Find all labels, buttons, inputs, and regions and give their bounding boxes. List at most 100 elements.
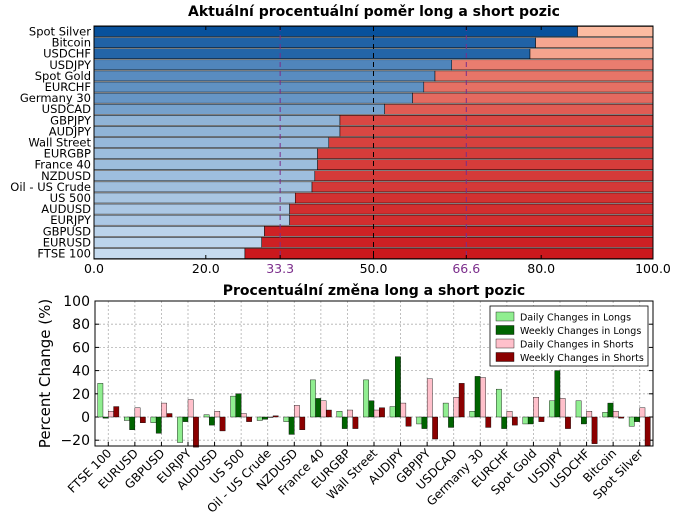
category-label: USDCAD [42,102,91,116]
change-bar [379,407,385,418]
y-tick-label: 0 [81,410,90,426]
change-bar [187,399,194,418]
short-bar [289,203,654,215]
chart2-title: Procentuální změna long a short pozic [223,283,525,299]
change-bar [177,416,183,443]
x-tick-label: 20.0 [192,261,220,276]
category-label: Spot Gold [35,69,91,83]
y-tick-label: −20 [60,433,90,449]
category-label: US 500 [50,191,91,205]
long-bar [93,248,246,259]
category-label: USDJPY [49,58,92,72]
change-bar [522,416,529,425]
change-bar [240,413,247,418]
change-bar [389,406,396,418]
change-bar [586,411,593,418]
change-bar [155,416,162,434]
category-label: Germany 30 [20,91,91,105]
change-bar [368,400,375,418]
change-bar [256,416,263,421]
change-bar [480,377,486,418]
change-bar [214,411,221,418]
change-bar [575,400,582,418]
change-bar [97,383,104,418]
x-tick-label: 0.0 [84,261,104,276]
legend-swatch [495,325,515,335]
change-bar [634,416,640,422]
change-bar [272,415,279,418]
change-bar [267,416,274,418]
change-bar [602,412,609,418]
change-bar [113,406,120,418]
category-label: GBPJPY [50,113,92,127]
change-bar [347,409,353,418]
short-bar [384,103,654,115]
change-bar [469,411,476,418]
long-bar [93,81,425,93]
change-bar [336,411,343,418]
category-label: EURCHF [45,80,91,94]
change-bar [426,378,433,418]
change-bar [442,402,449,418]
legend-label: Daily Changes in Longs [520,313,631,324]
short-bar [264,225,654,237]
change-bar [395,356,401,418]
change-bar [400,402,407,418]
change-bar [527,416,534,425]
change-bar [182,416,189,422]
long-bar [93,159,318,170]
short-bar [412,92,654,104]
change-bar [618,416,624,419]
category-label: Oil - US Crude [10,180,91,194]
long-bar [93,59,453,71]
change-bar [644,416,651,447]
change-bar [310,379,316,418]
change-bar [448,416,454,428]
legend-box [489,305,649,367]
legend-label: Daily Changes in Shorts [520,340,634,351]
legend-swatch [495,352,515,362]
change-bar [124,416,130,421]
change-bar [193,416,199,448]
short-bar [311,181,654,193]
change-bar [352,416,359,429]
y-tick-label: 60 [72,340,90,356]
category-label: EURJPY [50,213,92,227]
category-label: USDCHF [43,47,91,61]
long-bar [93,26,578,37]
x-tick-label: 66.6 [452,261,480,276]
change-bar [591,416,598,444]
x-tick-label: 80.0 [527,261,555,276]
legend-label: Weekly Changes in Shorts [520,353,644,364]
change-bar [246,416,252,422]
change-bar [209,416,215,426]
change-bar [129,416,136,430]
x-tick-label: 100.0 [635,261,671,276]
short-bar [423,81,654,93]
short-bar [317,148,654,159]
change-bar [501,416,508,429]
long-bar [93,192,296,204]
y-tick-label: 40 [72,364,90,380]
legend-swatch [495,338,515,349]
category-label: NZDUSD [41,169,91,183]
change-bar [612,411,619,418]
short-bar [577,26,654,37]
short-bar [314,170,654,182]
change-bar [299,416,306,430]
change-bar [288,416,295,435]
long-bar [93,115,341,126]
change-bar [432,416,438,440]
change-bar [639,407,646,418]
change-bar [485,416,492,428]
change-bar [533,397,539,418]
short-bar [244,248,654,259]
change-bar [230,395,237,418]
change-bar [559,398,566,418]
long-bar [93,148,318,159]
short-bar [434,70,654,82]
long-bar [93,214,290,226]
legend-swatch [495,311,515,322]
